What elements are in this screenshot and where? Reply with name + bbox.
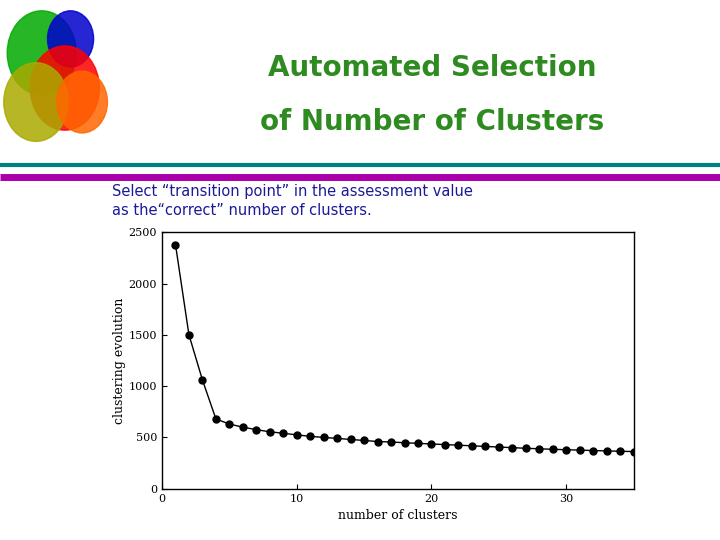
Text: Automated Selection: Automated Selection: [268, 53, 596, 82]
Text: of Number of Clusters: of Number of Clusters: [260, 107, 604, 136]
Circle shape: [48, 11, 94, 67]
Circle shape: [7, 11, 76, 95]
Y-axis label: clustering evolution: clustering evolution: [113, 297, 126, 424]
Text: as the“correct” number of clusters.: as the“correct” number of clusters.: [112, 203, 372, 218]
Circle shape: [30, 46, 99, 130]
Circle shape: [4, 63, 68, 141]
X-axis label: number of clusters: number of clusters: [338, 509, 457, 522]
Circle shape: [57, 71, 107, 133]
Text: Select “transition point” in the assessment value: Select “transition point” in the assessm…: [112, 184, 472, 199]
